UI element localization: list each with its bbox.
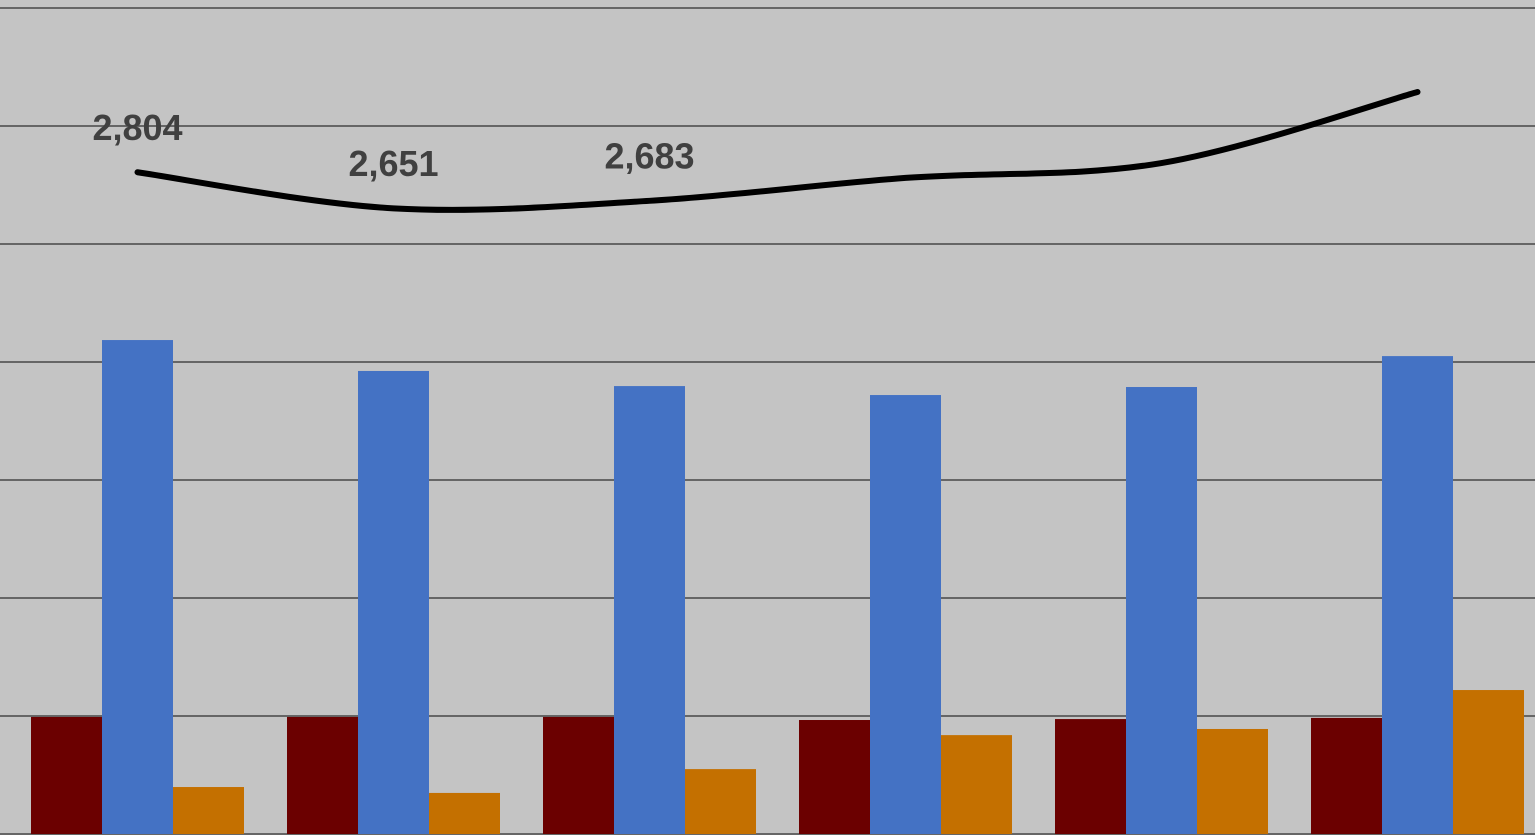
bar: [1453, 690, 1524, 834]
bar: [31, 716, 102, 834]
bar: [102, 340, 173, 834]
bar: [173, 787, 244, 834]
bar: [543, 716, 614, 834]
bar: [287, 716, 358, 834]
data-label: 2,683: [604, 135, 694, 176]
bar: [870, 395, 941, 834]
data-label: 2,651: [348, 143, 438, 184]
data-label: 2,804: [92, 107, 182, 148]
bar: [1197, 728, 1268, 834]
bar: [614, 386, 685, 834]
bar: [685, 769, 756, 834]
bar: [358, 370, 429, 834]
bar: [941, 735, 1012, 834]
bar: [1382, 356, 1453, 834]
bar: [429, 792, 500, 834]
bar: [1055, 719, 1126, 834]
line: [134, 89, 1421, 213]
bar: [799, 720, 870, 834]
bar: [1126, 387, 1197, 834]
bar: [1311, 717, 1382, 834]
